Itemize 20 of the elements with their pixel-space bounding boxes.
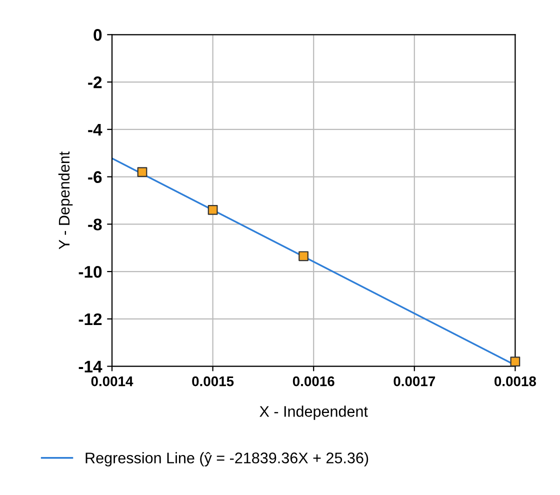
y-tick-label: -14 <box>78 360 102 372</box>
x-axis-title: X - Independent <box>260 406 368 420</box>
x-tick-label: 0.0016 <box>292 376 334 386</box>
y-tick-label: 0 <box>94 29 102 41</box>
y-tick-label: -6 <box>88 171 102 183</box>
y-tick-label: -8 <box>88 218 102 230</box>
point <box>510 356 520 367</box>
y-tick-label: -12 <box>78 313 102 325</box>
point <box>298 251 308 262</box>
x-tick-label: 0.0015 <box>192 376 234 386</box>
x-tick-label: 0.0018 <box>494 376 536 386</box>
x-tick-label: 0.0014 <box>91 376 134 386</box>
x-tick-label: 0.0017 <box>394 376 436 386</box>
y-axis-title: Y - Dependent <box>58 151 73 250</box>
y-tick-label: -10 <box>78 266 102 278</box>
point <box>208 205 218 215</box>
y-tick-label: -2 <box>88 76 102 88</box>
point <box>137 167 148 177</box>
legend-label: Regression Line (ŷ = -21839.36X + 25.36) <box>86 452 368 466</box>
y-tick-label: -4 <box>88 124 102 136</box>
